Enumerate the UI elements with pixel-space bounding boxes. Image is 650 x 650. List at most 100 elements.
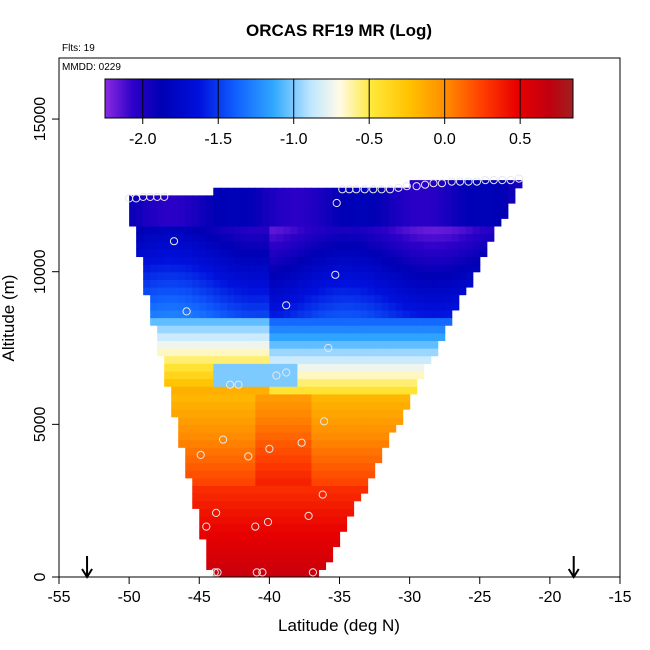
heatmap-cell xyxy=(150,225,158,235)
heatmap-cell xyxy=(262,340,270,349)
profile-point xyxy=(385,185,395,194)
heatmap-cell xyxy=(241,470,249,479)
heatmap-cell xyxy=(185,302,193,311)
heatmap-cell xyxy=(465,180,474,189)
colorbar-tick-label: -1.5 xyxy=(204,131,232,148)
heatmap-cell xyxy=(290,386,299,395)
heatmap-cell xyxy=(381,279,390,288)
heatmap-cell xyxy=(311,393,320,403)
heatmap-cell xyxy=(143,225,151,235)
heatmap-cell xyxy=(353,477,362,487)
heatmap-cell xyxy=(297,546,306,555)
heatmap-cell xyxy=(227,248,235,258)
heatmap-cell xyxy=(437,256,446,265)
heatmap-cell xyxy=(402,195,411,204)
heatmap-cell xyxy=(290,554,299,563)
heatmap-cell xyxy=(290,317,299,326)
heatmap-cell xyxy=(290,500,299,509)
heatmap-cell xyxy=(325,393,334,403)
heatmap-cell xyxy=(192,317,200,326)
colorbar-ticks: -2.0 -1.5 -1.0 -0.5 0.0 0.5 xyxy=(129,79,531,148)
heatmap-cell xyxy=(402,279,411,288)
heatmap-cell xyxy=(318,439,327,448)
heatmap-cell xyxy=(332,363,341,372)
heatmap-cell xyxy=(248,554,256,563)
heatmap-cell xyxy=(332,325,341,334)
heatmap-cell xyxy=(234,477,242,487)
heatmap-cell xyxy=(360,294,369,303)
heatmap-cell xyxy=(297,515,306,525)
heatmap-cell xyxy=(458,233,467,242)
heatmap-cell xyxy=(318,485,327,494)
heatmap-cell xyxy=(192,248,200,258)
heatmap-cell xyxy=(360,416,369,425)
heatmap-cell xyxy=(199,317,207,326)
heatmap-cell xyxy=(360,241,369,250)
heatmap-cell xyxy=(402,348,411,357)
heatmap-cell xyxy=(276,279,284,288)
heatmap-cell xyxy=(346,424,355,433)
heatmap-cell xyxy=(269,386,277,395)
heatmap-cell xyxy=(318,531,327,540)
heatmap-cell xyxy=(388,401,397,410)
heatmap-cell xyxy=(276,286,284,296)
heatmap-cell xyxy=(185,195,193,204)
heatmap-cell xyxy=(199,264,207,273)
heatmap-cell xyxy=(234,286,242,296)
heatmap-cell xyxy=(248,508,256,517)
heatmap-cell xyxy=(332,462,341,471)
heatmap-cell xyxy=(206,431,214,441)
heatmap-cell xyxy=(360,309,369,319)
heatmap-cell xyxy=(220,378,228,387)
heatmap-cell xyxy=(283,569,292,577)
heatmap-cell xyxy=(297,554,306,563)
heatmap-cell xyxy=(409,241,418,250)
heatmap-cell xyxy=(234,439,242,448)
heatmap-cell xyxy=(430,225,439,235)
heatmap-cell xyxy=(409,355,418,364)
heatmap-cell xyxy=(374,210,383,219)
heatmap-cell xyxy=(283,378,292,387)
heatmap-cell xyxy=(241,279,249,288)
heatmap-cell xyxy=(423,340,432,349)
heatmap-cell xyxy=(199,470,207,479)
heatmap-cell xyxy=(227,332,235,341)
heatmap-cell xyxy=(262,187,270,196)
heatmap-cell xyxy=(248,378,256,387)
heatmap-cell xyxy=(353,431,362,441)
heatmap-cell xyxy=(325,470,334,479)
heatmap-cell xyxy=(220,317,228,326)
heatmap-cell xyxy=(199,248,207,258)
heatmap-cell xyxy=(332,477,341,487)
heatmap-cell xyxy=(409,317,418,326)
heatmap-cell xyxy=(381,271,390,280)
heatmap-cell xyxy=(374,203,383,212)
heatmap-cell xyxy=(220,241,228,250)
heatmap-cell xyxy=(318,393,327,403)
heatmap-cell xyxy=(185,264,193,273)
heatmap-cell xyxy=(171,195,179,204)
heatmap-cell xyxy=(276,325,284,334)
heatmap-cell xyxy=(227,515,235,525)
heatmap-cell xyxy=(199,340,207,349)
heatmap-cell xyxy=(430,317,439,326)
heatmap-cell xyxy=(178,248,186,258)
heatmap-cell xyxy=(227,271,235,280)
heatmap-cell xyxy=(269,256,277,265)
heatmap-cell xyxy=(339,439,348,448)
heatmap-cell xyxy=(276,485,284,494)
heatmap-cell xyxy=(430,264,439,273)
heatmap-cell xyxy=(157,264,165,273)
heatmap-cell xyxy=(388,416,397,425)
heatmap-cell xyxy=(234,515,242,525)
heatmap-cell xyxy=(339,248,348,258)
heatmap-cell xyxy=(402,340,411,349)
heatmap-cell xyxy=(325,302,334,311)
heatmap-cell xyxy=(374,271,383,280)
heatmap-cell xyxy=(192,431,200,441)
heatmap-cell xyxy=(479,180,488,189)
heatmap-cell xyxy=(227,210,235,219)
heatmap-cell xyxy=(325,309,334,319)
heatmap-cell xyxy=(164,325,172,334)
heatmap-cell xyxy=(157,302,165,311)
